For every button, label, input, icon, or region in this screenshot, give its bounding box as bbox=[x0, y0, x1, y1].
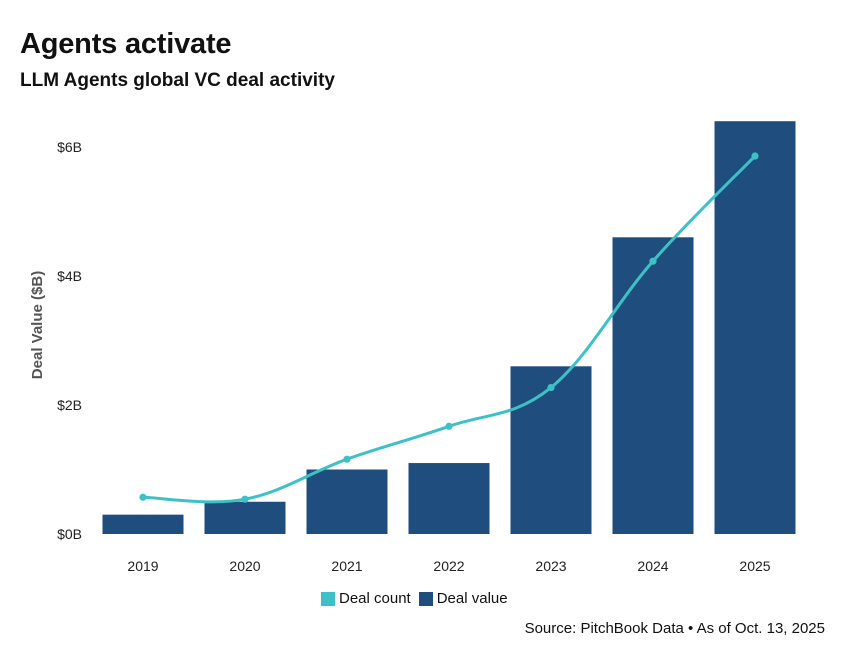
y-tick-label: $0B bbox=[57, 526, 82, 542]
legend-swatch-deal-count bbox=[321, 591, 335, 606]
chart-title: Agents activate bbox=[20, 28, 232, 60]
y-axis-label: Deal Value ($B) bbox=[29, 271, 46, 379]
y-tick-label: $2B bbox=[57, 397, 82, 413]
bar-deal-value bbox=[612, 237, 694, 535]
bar-deal-value bbox=[714, 121, 796, 534]
chart-area: $0B $2B $4B $6B Deal Value ($B) 2019 2020 2021 2… bbox=[29, 121, 796, 574]
x-tick-label: 2025 bbox=[739, 558, 770, 574]
bar-deal-value bbox=[510, 366, 592, 534]
x-tick-label: 2023 bbox=[535, 558, 566, 574]
legend-label-deal-count: Deal count bbox=[339, 590, 411, 607]
x-tick-label: 2019 bbox=[127, 558, 158, 574]
legend-item-deal-value: Deal value bbox=[418, 590, 508, 607]
legend: Deal count Deal value bbox=[321, 590, 516, 607]
bar-deal-value bbox=[306, 469, 388, 534]
x-tick-label: 2020 bbox=[229, 558, 260, 574]
point-deal-count bbox=[445, 422, 453, 430]
point-deal-count bbox=[649, 257, 657, 265]
chart-subtitle: LLM Agents global VC deal activity bbox=[20, 70, 335, 91]
bar-deal-value bbox=[408, 463, 490, 534]
point-deal-count bbox=[241, 495, 249, 503]
legend-swatch-deal-value bbox=[418, 591, 433, 606]
point-deal-count bbox=[751, 152, 759, 160]
legend-item-deal-count: Deal count bbox=[321, 590, 411, 607]
legend-label-deal-value: Deal value bbox=[436, 590, 508, 607]
point-deal-count bbox=[139, 493, 147, 501]
x-tick-label: 2022 bbox=[433, 558, 464, 574]
x-tick-label: 2021 bbox=[331, 558, 362, 574]
bar-deal-value bbox=[204, 501, 286, 534]
x-tick-label: 2024 bbox=[637, 558, 668, 574]
point-deal-count bbox=[547, 383, 555, 392]
source-note: Source: PitchBook Data • As of Oct. 13, … bbox=[524, 620, 825, 637]
y-tick-label: $4B bbox=[57, 268, 82, 284]
y-tick-label: $6B bbox=[57, 139, 82, 155]
bar-deal-value bbox=[102, 514, 184, 534]
point-deal-count bbox=[343, 455, 351, 463]
